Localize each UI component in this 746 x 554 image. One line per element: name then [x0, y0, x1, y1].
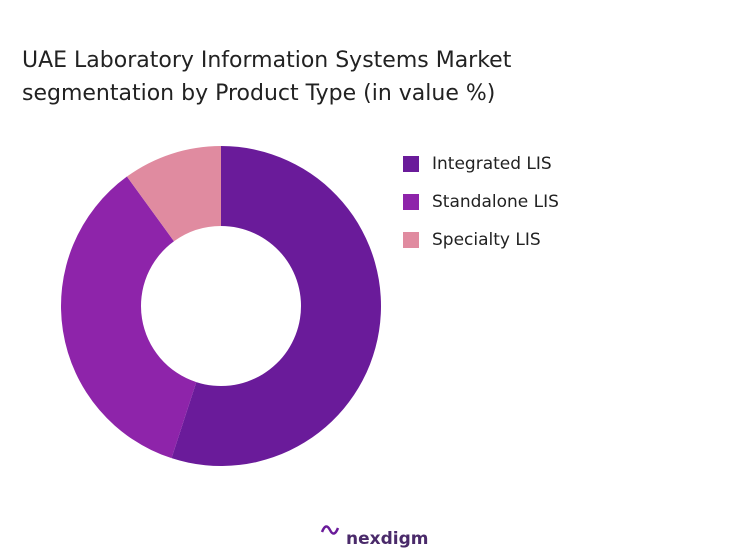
chart-title: UAE Laboratory Information Systems Marke…	[22, 48, 512, 106]
legend-label: Specialty LIS	[432, 230, 541, 250]
donut-slice	[61, 176, 197, 459]
brand-logo	[320, 525, 340, 535]
legend-label: Integrated LIS	[432, 154, 552, 174]
legend-swatch	[403, 232, 419, 248]
legend-label: Standalone LIS	[432, 192, 559, 212]
donut-slice	[126, 146, 221, 242]
donut-slice	[171, 146, 381, 466]
legend-swatch	[403, 194, 419, 210]
legend-swatch	[403, 156, 419, 172]
brand-name: nexdigm	[346, 529, 428, 549]
